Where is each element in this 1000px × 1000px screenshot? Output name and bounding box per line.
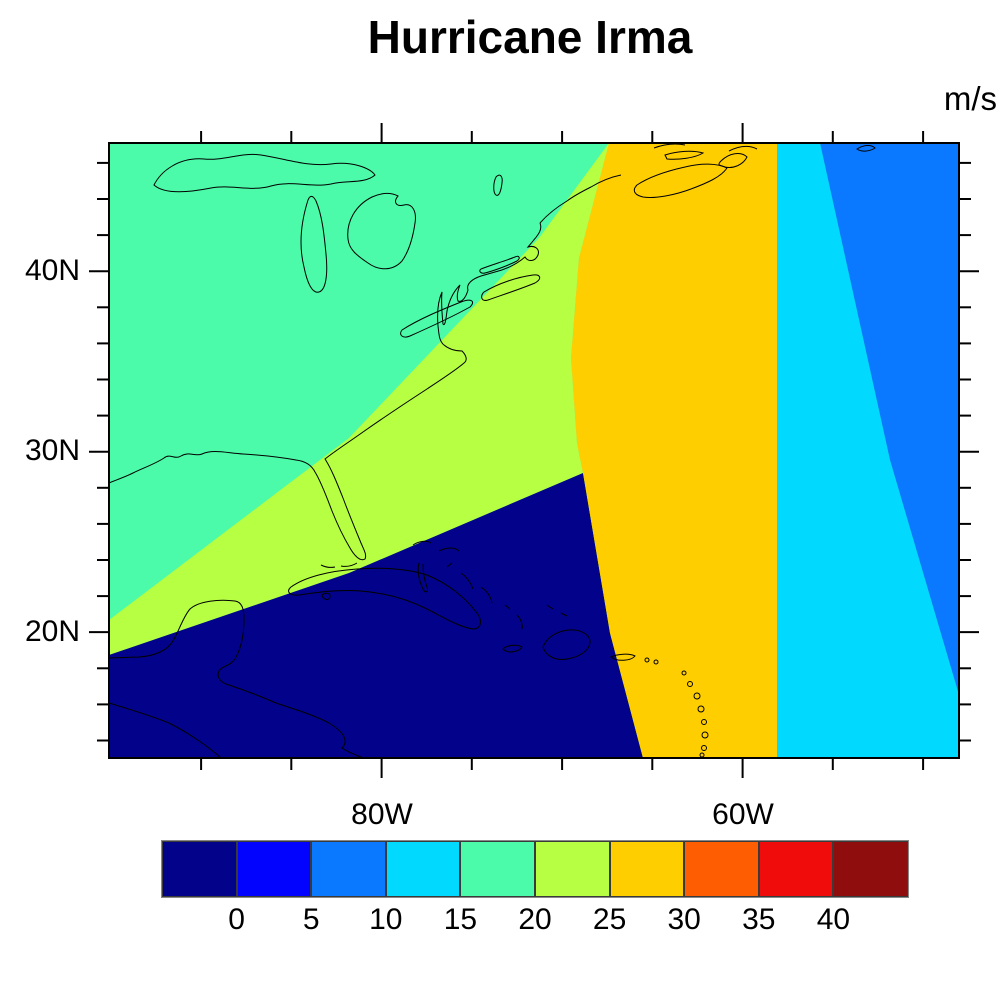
coastline-cape-breton [718, 153, 748, 168]
coastline-long-island [479, 255, 520, 274]
colorbar-cell-4 [460, 841, 535, 897]
plot-title: Hurricane Irma [367, 11, 693, 63]
colorbar-cell-1 [236, 841, 312, 897]
coastline-atlantic-gulf-coast [109, 222, 542, 561]
coastline-florida-keys [320, 562, 358, 568]
coastline-lake-erie [400, 299, 474, 338]
colorbar-label-5: 5 [302, 903, 320, 936]
contour-map-svg [89, 123, 979, 778]
coastline-puerto-rico [610, 653, 636, 661]
x-axis-label-60W: 60W [712, 798, 774, 831]
coastline-maine-new-brunswick-coast [539, 174, 622, 224]
island-dot [701, 719, 707, 725]
colorbar-cell-7 [684, 841, 759, 897]
colorbar-label-30: 30 [667, 903, 701, 936]
island-dot [681, 670, 687, 676]
contour-band-below-0 [109, 473, 643, 758]
contour-band-15-20 [777, 143, 959, 758]
island-dot [653, 659, 659, 665]
colorbar-cell-5 [534, 841, 610, 897]
contour-band-5-10 [820, 143, 959, 695]
colorbar-labels: 0 5 10 15 20 25 30 35 40 [162, 902, 908, 940]
coastline-yucatan-campeche-coast [109, 599, 277, 704]
contour-fill-layer [109, 143, 959, 758]
y-axis-label-30N: 30N [24, 434, 80, 467]
coastline-isle-of-youth [321, 592, 331, 600]
colorbar-label-10: 10 [369, 903, 403, 936]
colorbar-cell-2 [311, 841, 386, 897]
colorbar-cell-6 [609, 841, 685, 897]
coastline-turks-caicos [546, 604, 568, 617]
coastline-newfoundland-tip [856, 145, 876, 152]
coastline-central-america-caribbean-coast [275, 702, 364, 758]
island-dot [693, 692, 701, 700]
coastline-layer [109, 143, 876, 758]
coastline-cuba [288, 567, 481, 630]
coastline-pacific-coast [109, 702, 222, 758]
units-label: m/s [943, 80, 997, 117]
axis-ticks [89, 123, 979, 778]
colorbar-label-15: 15 [443, 903, 478, 936]
colorbar-label-40: 40 [816, 903, 851, 936]
x-axis-label-80W: 80W [351, 798, 413, 831]
coastline-hispaniola [542, 629, 591, 660]
coastline-bahamas [412, 540, 523, 630]
island-dot [687, 681, 693, 687]
contour-band-25-30 [109, 143, 609, 655]
coastline-lake-superior [153, 153, 376, 193]
contour-band-30-35 [571, 143, 777, 758]
coastline-prince-edward-island [664, 150, 705, 160]
colorbar [161, 840, 909, 898]
coastline-gulf-st-lawrence-coast [653, 143, 758, 152]
map-border [108, 142, 960, 759]
y-axis-label-40N: 40N [24, 254, 80, 287]
colorbar-label-0: 0 [228, 903, 245, 936]
coastline-lake-michigan [300, 195, 328, 293]
colorbar-cell-3 [385, 841, 461, 897]
map-plot [84, 118, 984, 783]
coastline-lake-ontario [481, 274, 541, 301]
coastline-nova-scotia [633, 163, 728, 198]
y-axis-label-20N: 20N [24, 615, 80, 648]
island-dot [644, 657, 650, 663]
coastline-jamaica [502, 644, 523, 653]
colorbar-cell-9 [833, 841, 908, 897]
island-dot [697, 705, 705, 713]
coastline-lake-huron [347, 193, 416, 270]
colorbar-label-20: 20 [518, 903, 552, 936]
coastline-lake-champlain [493, 174, 503, 196]
colorbar-label-35: 35 [742, 903, 776, 936]
island-dot [701, 731, 709, 739]
colorbar-cell-0 [162, 841, 237, 897]
island-dot [701, 745, 707, 751]
colorbar-cell-8 [758, 841, 834, 897]
colorbar-label-25: 25 [592, 903, 627, 936]
